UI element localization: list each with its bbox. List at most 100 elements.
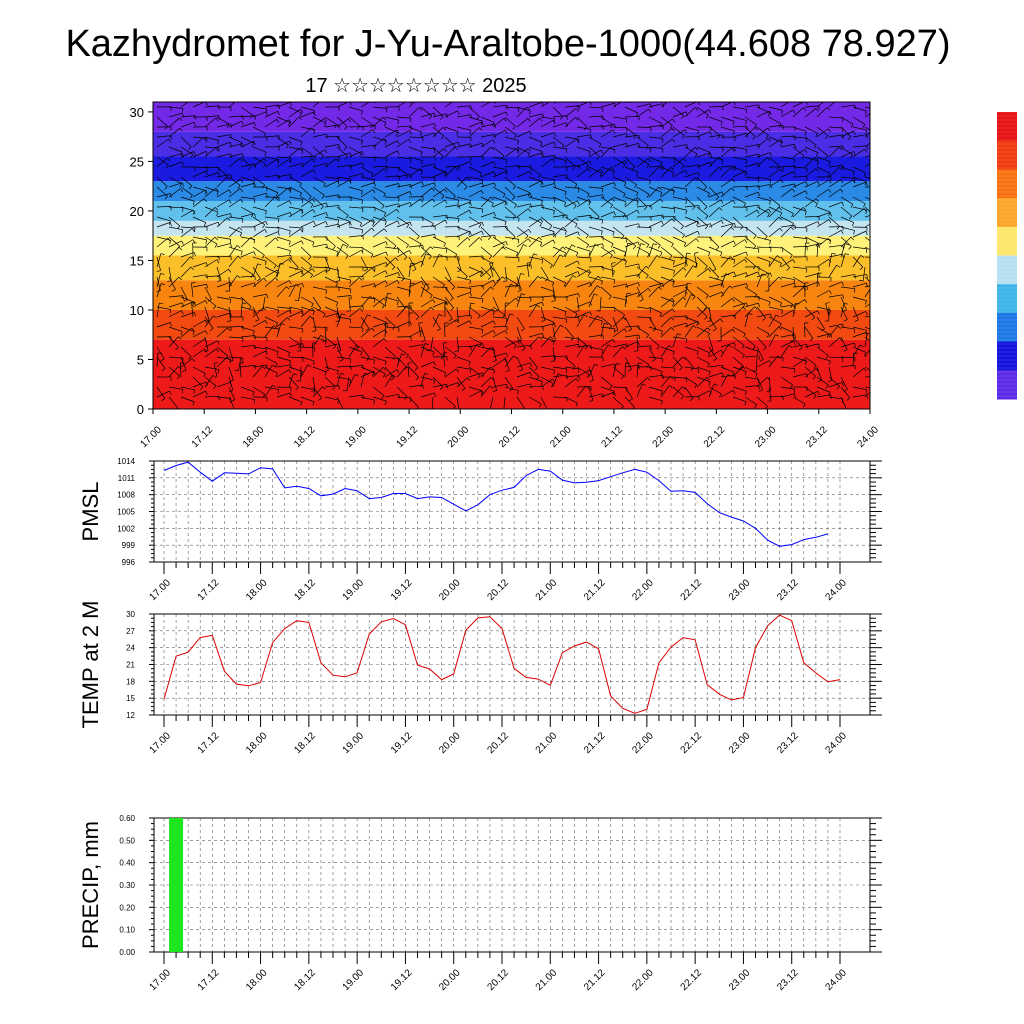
wind-barb (336, 276, 351, 281)
wind-barb-flag (359, 222, 363, 227)
wind-barb-flag (804, 149, 808, 153)
wind-barb (262, 296, 266, 311)
wind-barb (852, 255, 862, 268)
wind-barb-flag (818, 243, 820, 248)
wind-barb (191, 303, 194, 318)
wind-barb-flag (779, 323, 782, 328)
wind-barb (708, 236, 720, 248)
wind-barb (612, 296, 627, 301)
wind-barb-flag (754, 306, 758, 310)
wind-barb-flag (203, 198, 207, 202)
y-tick-label: 20 (130, 204, 144, 219)
wind-barb (252, 364, 267, 368)
wind-barb (792, 303, 796, 318)
wind-barb (480, 346, 495, 351)
x-tick-label: 18.00 (244, 730, 270, 756)
wind-barb-flag (446, 248, 448, 253)
wind-barb-flag (242, 143, 244, 148)
wind-barb (504, 376, 514, 389)
wind-barb (684, 294, 692, 308)
wind-barb-flag (409, 221, 412, 226)
wind-barb-flag (672, 98, 674, 101)
wind-barb-flag (872, 345, 875, 347)
wind-barb (732, 185, 748, 188)
wind-barb (492, 171, 506, 178)
wind-barb (420, 163, 435, 168)
wind-barb (264, 346, 279, 353)
wind-barb (828, 244, 843, 248)
wind-barb-flag (551, 340, 556, 342)
wind-barb (396, 305, 411, 308)
wind-barb (540, 286, 555, 292)
wind-barb-flag (594, 244, 599, 247)
wind-barb (756, 376, 764, 390)
wind-barb (372, 338, 385, 348)
wind-barb (384, 369, 398, 378)
wind-barb (396, 276, 411, 281)
wind-barb (780, 309, 794, 318)
wind-barb (780, 345, 790, 358)
wind-barb (600, 146, 612, 158)
wind-barb-flag (425, 253, 430, 256)
wind-barb (768, 306, 783, 311)
wind-barb (240, 140, 254, 148)
wind-barb (216, 266, 222, 281)
wind-barb-flag (815, 198, 819, 203)
wind-barb (372, 216, 387, 222)
wind-barb (492, 129, 506, 138)
wind-barb (780, 171, 795, 178)
wind-barb-flag (692, 265, 697, 269)
wind-barb (744, 385, 759, 388)
wind-barb-flag (492, 390, 497, 392)
wind-barb (660, 366, 675, 369)
wind-barb-flag (610, 243, 614, 248)
wind-barb (204, 221, 219, 228)
y-tick-label: 1008 (117, 491, 135, 500)
wind-barb (468, 230, 482, 238)
wind-barb-flag (436, 328, 441, 332)
wind-barb-flag (577, 339, 580, 344)
x-tick-label: 19.12 (395, 424, 421, 450)
wind-barb (708, 386, 722, 395)
wind-barb (504, 266, 508, 281)
wind-barb-flag (301, 240, 304, 245)
wind-barb (744, 127, 756, 138)
wind-barb (792, 356, 807, 362)
wind-barb (792, 207, 804, 218)
wind-barb-flag (382, 373, 386, 378)
wind-barb-flag (199, 386, 204, 390)
wind-barb (324, 158, 337, 168)
wind-barb (780, 109, 794, 118)
wind-barb (312, 118, 325, 128)
wind-barb (180, 356, 187, 371)
wind-barb (156, 386, 166, 399)
wind-barb-flag (332, 246, 336, 250)
wind-barb-flag (831, 252, 836, 255)
wind-barb (276, 187, 289, 198)
wind-barb (228, 366, 234, 381)
wind-barb (156, 353, 159, 368)
wind-barb (372, 316, 387, 323)
wind-barb (600, 246, 613, 256)
wind-barb (864, 376, 870, 378)
wind-barb-flag (864, 352, 867, 357)
x-tick-label: 17.12 (196, 577, 222, 603)
wind-barb (564, 293, 579, 298)
wind-barb (192, 366, 206, 374)
wind-barb (420, 283, 426, 298)
wind-barb-flag (301, 270, 304, 275)
wind-barb-flag (612, 339, 616, 343)
wind-barb-flag (843, 319, 848, 322)
wind-barb (564, 326, 575, 339)
wind-barb (468, 127, 480, 138)
wind-barb-flag (312, 158, 316, 163)
wind-barb (300, 127, 312, 138)
wind-barb (528, 180, 542, 188)
wind-barb-flag (312, 401, 315, 406)
wind-barb (204, 186, 219, 192)
wind-barb (599, 296, 602, 311)
wind-barb (624, 106, 638, 114)
wind-barb (648, 306, 662, 314)
wind-barb-flag (339, 359, 344, 362)
wind-barb (396, 396, 411, 399)
